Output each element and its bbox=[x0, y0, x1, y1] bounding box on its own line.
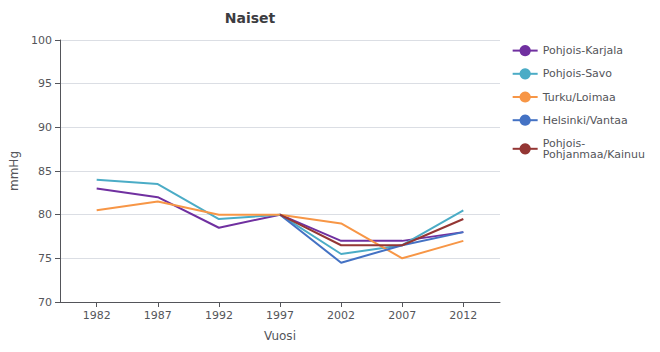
svg-text:Pohjois-Savo: Pohjois-Savo bbox=[543, 67, 613, 80]
svg-text:95: 95 bbox=[38, 77, 52, 90]
svg-text:1982: 1982 bbox=[83, 309, 111, 322]
svg-text:Pohjois-: Pohjois- bbox=[542, 136, 586, 150]
svg-text:85: 85 bbox=[38, 165, 52, 178]
svg-text:Helsinki/Vantaa: Helsinki/Vantaa bbox=[543, 114, 628, 127]
svg-text:80: 80 bbox=[38, 208, 52, 221]
svg-text:Pohjois-Karjala: Pohjois-Karjala bbox=[543, 44, 623, 57]
svg-text:Naiset: Naiset bbox=[225, 10, 276, 26]
svg-text:Turku/Loimaa: Turku/Loimaa bbox=[542, 91, 616, 104]
svg-text:2007: 2007 bbox=[388, 309, 416, 322]
svg-text:1997: 1997 bbox=[266, 309, 294, 322]
svg-text:Vuosi: Vuosi bbox=[264, 329, 296, 343]
svg-text:75: 75 bbox=[38, 252, 52, 265]
svg-text:2002: 2002 bbox=[327, 309, 355, 322]
svg-text:1987: 1987 bbox=[144, 309, 172, 322]
svg-text:mmHg: mmHg bbox=[7, 151, 21, 191]
svg-text:70: 70 bbox=[38, 296, 52, 309]
svg-text:100: 100 bbox=[31, 34, 52, 47]
svg-text:1992: 1992 bbox=[205, 309, 233, 322]
svg-text:Pohjanmaa/Kainuu: Pohjanmaa/Kainuu bbox=[543, 148, 645, 161]
svg-text:2012: 2012 bbox=[449, 309, 477, 322]
svg-text:90: 90 bbox=[38, 121, 52, 134]
